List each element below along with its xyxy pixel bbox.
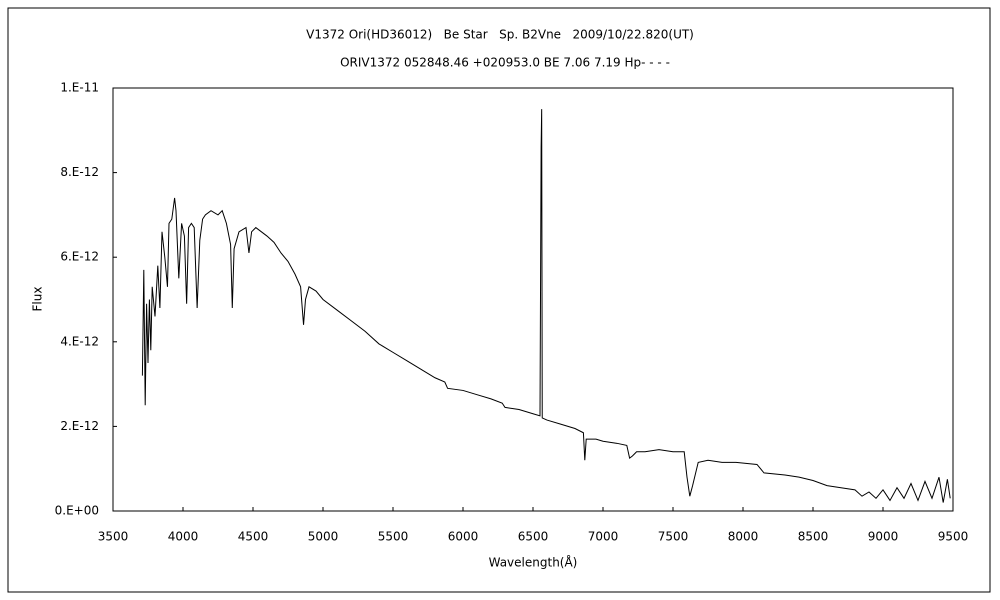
y-tick-label: 0.E+00 [55, 504, 99, 518]
x-tick-label: 6500 [518, 530, 549, 544]
chart-title: V1372 Ori(HD36012) Be Star Sp. B2Vne 200… [306, 28, 694, 42]
y-axis-label: Flux [31, 287, 45, 312]
x-tick-label: 5000 [308, 530, 339, 544]
spectrum-line [141, 109, 951, 503]
x-tick-label: 4000 [168, 530, 199, 544]
y-tick-label: 6.E-12 [60, 250, 99, 264]
x-tick-label: 8000 [728, 530, 759, 544]
x-tick-label: 9000 [868, 530, 899, 544]
x-tick-label: 3500 [98, 530, 129, 544]
y-tick-label: 4.E-12 [60, 334, 99, 348]
x-tick-label: 5500 [378, 530, 409, 544]
x-tick-label: 7500 [658, 530, 689, 544]
y-tick-label: 1.E-11 [60, 81, 99, 95]
x-tick-label: 9500 [938, 530, 969, 544]
y-tick-label: 8.E-12 [60, 165, 99, 179]
x-tick-label: 4500 [238, 530, 269, 544]
x-axis-label: Wavelength(Å) [489, 555, 578, 570]
x-tick-label: 6000 [448, 530, 479, 544]
y-tick-label: 2.E-12 [60, 419, 99, 433]
x-tick-label: 8500 [798, 530, 829, 544]
plot-area [112, 87, 954, 512]
x-tick-label: 7000 [588, 530, 619, 544]
chart-subtitle: ORIV1372 052848.46 +020953.0 BE 7.06 7.1… [340, 56, 670, 70]
